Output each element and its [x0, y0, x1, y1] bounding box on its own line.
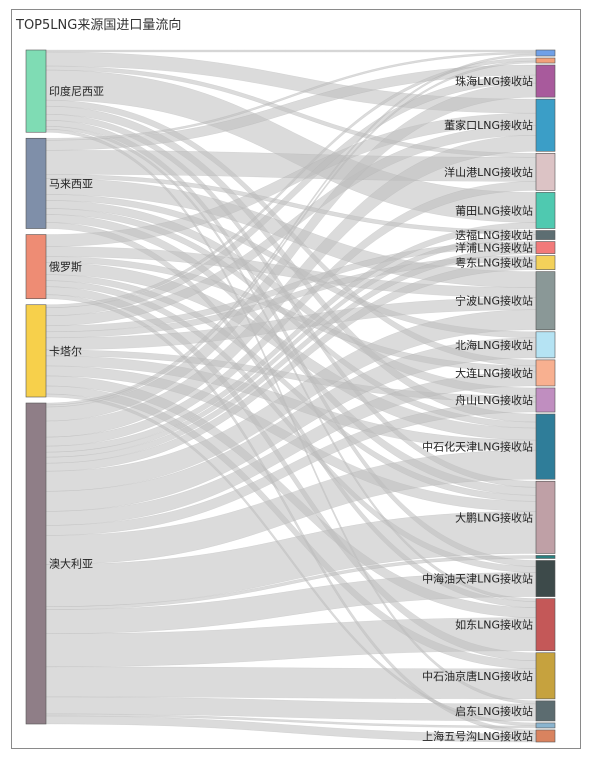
source-label: 俄罗斯 — [49, 261, 82, 274]
target-node — [535, 387, 556, 413]
target-node — [535, 241, 556, 254]
target-node — [535, 560, 556, 597]
target-node — [535, 598, 556, 652]
target-label: 莆田LNG接收站 — [455, 203, 533, 217]
source-label: 卡塔尔 — [49, 345, 82, 358]
target-node — [535, 413, 556, 480]
target-node — [535, 49, 556, 57]
target-node — [535, 359, 556, 387]
chart-title: TOP5LNG来源国进口量流向 — [16, 18, 182, 33]
source-node — [25, 402, 47, 725]
target-node — [535, 652, 556, 700]
target-label: 北海LNG接收站 — [455, 338, 533, 352]
target-label: 宁波LNG接收站 — [455, 294, 533, 308]
source-label: 印度尼西亚 — [49, 84, 104, 98]
flow-link — [45, 49, 537, 53]
source-label: 马来西亚 — [49, 177, 93, 190]
source-label: 澳大利亚 — [49, 557, 93, 571]
target-node — [535, 230, 556, 240]
target-node — [535, 555, 556, 559]
target-label: 如东LNG接收站 — [455, 618, 533, 632]
target-node — [535, 271, 556, 331]
target-label: 董家口LNG接收站 — [444, 118, 533, 132]
node-layer — [25, 49, 556, 743]
target-node — [535, 729, 556, 743]
source-node — [25, 304, 47, 398]
target-label: 珠海LNG接收站 — [455, 74, 533, 88]
target-label: 大连LNG接收站 — [455, 366, 533, 380]
target-node — [535, 480, 556, 554]
target-label: 粤东LNG接收站 — [455, 256, 533, 270]
target-node — [535, 98, 556, 152]
target-node — [535, 64, 556, 98]
target-label: 中石油京唐LNG接收站 — [422, 669, 533, 683]
target-label: 洋山港LNG接收站 — [444, 165, 533, 179]
target-node — [535, 57, 556, 64]
source-node — [25, 234, 47, 300]
target-node — [535, 700, 556, 722]
target-node — [535, 152, 556, 191]
link-layer — [45, 49, 537, 743]
target-label: 中石化天津LNG接收站 — [422, 440, 533, 454]
target-node — [535, 192, 556, 229]
target-label: 启东LNG接收站 — [455, 704, 533, 718]
target-node — [535, 255, 556, 270]
target-node — [535, 722, 556, 729]
target-label: 上海五号沟LNG接收站 — [422, 729, 533, 743]
target-label: 洋浦LNG接收站 — [455, 241, 533, 255]
target-label: 大鹏LNG接收站 — [455, 510, 533, 524]
source-node — [25, 49, 47, 133]
target-label: 中海油天津LNG接收站 — [422, 572, 533, 586]
target-node — [535, 331, 556, 359]
target-label: 迭福LNG接收站 — [455, 228, 533, 242]
target-label: 舟山LNG接收站 — [455, 393, 533, 407]
source-node — [25, 137, 47, 229]
